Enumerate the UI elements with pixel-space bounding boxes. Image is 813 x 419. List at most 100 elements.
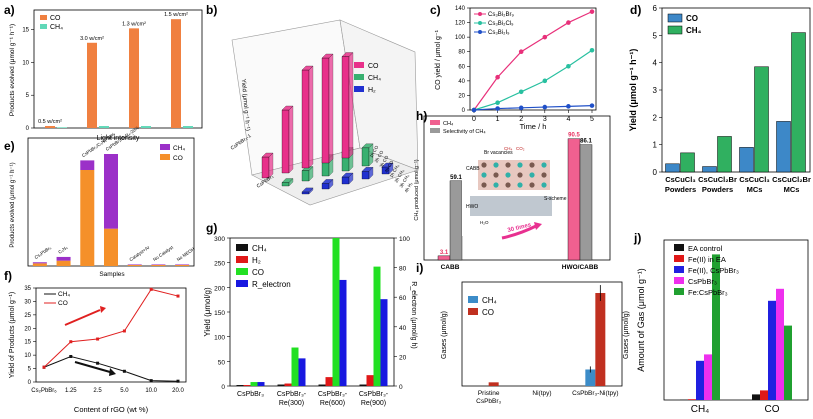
data-point bbox=[542, 78, 548, 84]
x-tick-label: CsCuCl₃ bbox=[739, 175, 770, 184]
y-tick-label: 0 bbox=[653, 168, 658, 177]
stacked-bar-segment bbox=[175, 264, 190, 266]
panel-f-xlabel: Content of rGO (wt %) bbox=[74, 405, 149, 414]
inset-label: CO₂ bbox=[516, 146, 525, 151]
legend-swatch bbox=[674, 266, 684, 273]
data-point bbox=[149, 379, 153, 383]
stacked-bar-segment bbox=[104, 228, 118, 266]
b-depth-tick: 4h H₂ bbox=[404, 181, 414, 193]
legend-label: CH₄ bbox=[443, 121, 454, 127]
bar-value-label: 59.1 bbox=[450, 175, 462, 181]
legend-label: EA control bbox=[688, 244, 723, 253]
bar bbox=[768, 300, 776, 400]
bar3d-front bbox=[361, 171, 370, 180]
bar bbox=[291, 347, 299, 386]
bar bbox=[366, 375, 374, 386]
y-tick-label: 200 bbox=[214, 285, 225, 292]
bar bbox=[754, 66, 769, 173]
bar bbox=[87, 42, 97, 128]
bar bbox=[325, 377, 333, 386]
x-tick-label: CsCuCl₂Br bbox=[772, 175, 811, 184]
legend-swatch bbox=[468, 296, 478, 303]
legend-swatch-ch4 bbox=[40, 24, 47, 29]
panel-b-ylabel: Yield (μmol g⁻¹ h⁻¹) bbox=[240, 79, 251, 132]
inset-label: H₂O bbox=[480, 220, 489, 225]
panel-a-ylabel: Products evolved (μmol g⁻¹ h⁻¹) bbox=[9, 24, 16, 116]
legend-label-ch4: CH₄ bbox=[50, 24, 63, 31]
bar bbox=[437, 255, 451, 261]
bar bbox=[579, 144, 593, 261]
legend-swatch bbox=[236, 244, 248, 251]
bar3d-side bbox=[308, 65, 314, 169]
x-tick-label: 4 bbox=[566, 116, 570, 123]
y-tick-label: 5 bbox=[28, 367, 32, 373]
bar bbox=[277, 384, 285, 386]
panel-e-legend: CH₄ CO bbox=[160, 144, 185, 162]
y-tick-label: 25 bbox=[24, 313, 31, 319]
inset-atom bbox=[541, 162, 547, 168]
bar3d-top bbox=[301, 187, 314, 193]
legend-swatch-h2 bbox=[354, 86, 364, 92]
panel-h-frame bbox=[423, 115, 611, 261]
bar-value-label: 90.5 bbox=[568, 133, 580, 139]
legend-label: Fe(II) in EA bbox=[688, 255, 726, 264]
y-tick-label: 30 bbox=[24, 299, 31, 305]
panel-a-xlabel: Light intensity bbox=[97, 135, 140, 142]
y-tick-label: 0 bbox=[28, 380, 32, 386]
legend-label-co: CO bbox=[173, 155, 183, 162]
x-tick-label: CsPbBr₃-Ni(tpy) bbox=[572, 390, 618, 397]
y-tick-label: 60 bbox=[458, 64, 465, 70]
panel-i-legend: CH₄ CO bbox=[468, 296, 497, 317]
legend-marker bbox=[478, 21, 482, 25]
legend-label-ch4: CH₄ bbox=[173, 145, 185, 152]
inset-atom bbox=[481, 182, 487, 188]
data-point bbox=[495, 100, 500, 106]
bar bbox=[680, 152, 695, 173]
legend-swatch bbox=[674, 244, 684, 251]
panel-label-h: h) bbox=[416, 109, 427, 123]
bar3d-front bbox=[301, 191, 310, 195]
bar3d-top bbox=[341, 52, 354, 57]
panel-label-e: e) bbox=[4, 139, 15, 153]
x-tick-label: CsPbBr₃ bbox=[237, 391, 264, 398]
panel-j-ylabel: Amount of Gas (μmol g⁻¹) bbox=[636, 268, 646, 371]
bar bbox=[332, 238, 340, 386]
trend-arrow-down bbox=[74, 361, 111, 373]
inset-atom bbox=[505, 182, 511, 188]
bar bbox=[488, 382, 499, 386]
data-point bbox=[518, 49, 524, 55]
panel-c-ylabel: CO yield / μmol g⁻¹ bbox=[435, 29, 442, 90]
inset-atom bbox=[505, 172, 511, 178]
x-tick-label: MCs bbox=[747, 185, 763, 194]
legend-label: CO bbox=[252, 268, 264, 277]
bar3d-front bbox=[301, 170, 310, 182]
inset-atom bbox=[529, 182, 535, 188]
x-tick-label: 20.0 bbox=[172, 388, 184, 394]
trend-arrow-up bbox=[64, 309, 101, 326]
panel-a: Products evolved (μmol g⁻¹ h⁻¹) Light in… bbox=[9, 9, 203, 142]
data-point bbox=[69, 354, 73, 358]
x-tick-label: CsCuCl₃ bbox=[665, 175, 696, 184]
legend-label: CO bbox=[58, 300, 68, 307]
x-tick-label: CsPbBr₃- bbox=[277, 391, 307, 398]
legend-swatch bbox=[430, 120, 440, 125]
inset-atom bbox=[493, 162, 499, 168]
x-tick-label: CsCuCl₂Br bbox=[698, 175, 737, 184]
panel-g-ylabel: Yield (μmol/g) bbox=[203, 287, 212, 337]
bar bbox=[141, 126, 151, 128]
x-tick-label: CH₄ bbox=[691, 404, 710, 415]
stacked-bar-segment bbox=[32, 263, 47, 266]
bar bbox=[739, 147, 754, 173]
x-tick-label: CO bbox=[765, 404, 780, 415]
x-tick-label: Re(300) bbox=[279, 400, 304, 407]
bar bbox=[298, 358, 306, 386]
data-point bbox=[566, 104, 571, 109]
inset-atom bbox=[517, 172, 523, 178]
panel-j-frame bbox=[663, 239, 809, 401]
bar bbox=[791, 32, 806, 173]
bar-value-label: 1.5 w/cm² bbox=[164, 12, 188, 18]
bar3d-top bbox=[261, 152, 274, 158]
data-point bbox=[495, 74, 500, 80]
